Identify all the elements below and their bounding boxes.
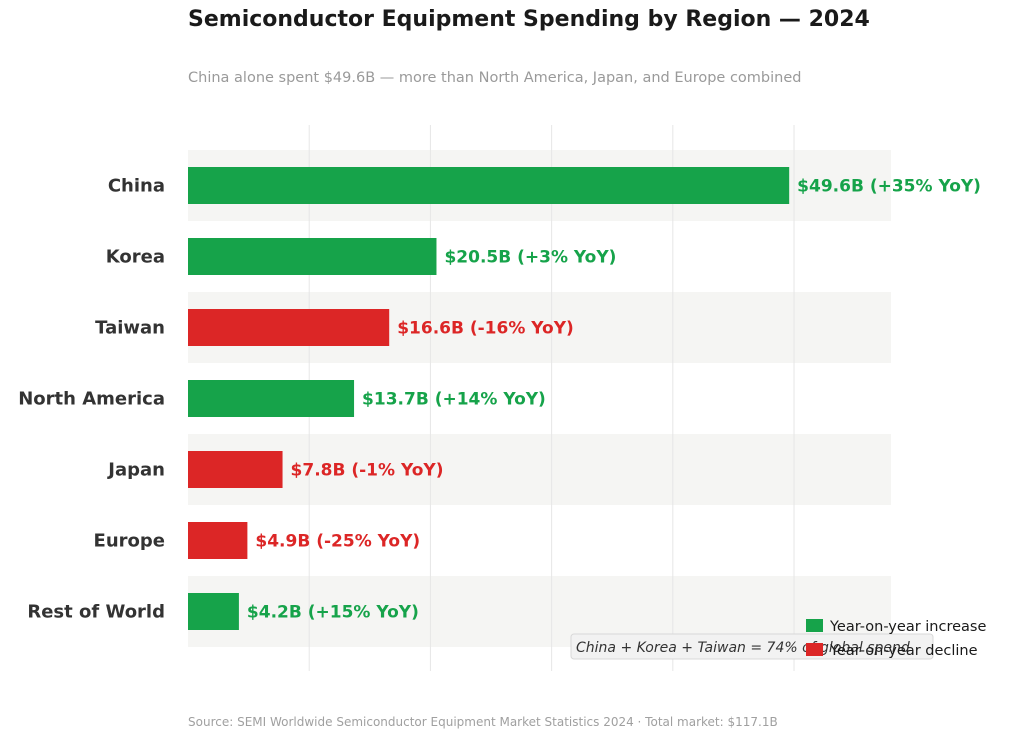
value-label: $20.5B (+3% YoY): [444, 248, 616, 268]
annotation-box: China + Korea + Taiwan = 74% of global s…: [570, 633, 934, 660]
bar-taiwan: [188, 309, 390, 346]
category-label: Rest of World: [27, 602, 165, 623]
legend-swatch: [806, 619, 823, 632]
legend-label: Year-on-year decline: [829, 643, 978, 659]
value-label: $4.2B (+15% YoY): [247, 603, 419, 623]
gridlines: [308, 125, 795, 671]
row-band: [188, 434, 891, 505]
chart-source: Source: SEMI Worldwide Semiconductor Equ…: [188, 715, 778, 729]
category-label: Korea: [106, 247, 165, 268]
value-label: $49.6B (+35% YoY): [797, 177, 981, 197]
legend-label: Year-on-year increase: [829, 619, 986, 635]
category-label: China: [108, 176, 165, 197]
bar-china: [188, 167, 790, 204]
value-label: $7.8B (-1% YoY): [291, 461, 444, 481]
category-label: Europe: [94, 531, 165, 552]
value-labels: $49.6B (+35% YoY) $20.5B (+3% YoY) $16.6B …: [247, 177, 981, 623]
chart-title: Semiconductor Equipment Spending by Regi…: [188, 7, 870, 32]
bar-rest-of-world: [188, 593, 239, 630]
bar-korea: [188, 238, 437, 275]
legend: Year-on-year increase Year-on-year declin…: [806, 619, 986, 659]
annotation-text: China + Korea + Taiwan = 74% of global s…: [576, 640, 910, 656]
category-labels: China Korea Taiwan North America Japan Europe…: [18, 176, 165, 623]
bars: [188, 167, 790, 630]
value-label: $13.7B (+14% YoY): [362, 390, 546, 410]
value-label: $16.6B (-16% YoY): [397, 319, 574, 339]
category-label: Taiwan: [95, 318, 165, 339]
category-label: Japan: [106, 460, 165, 481]
legend-swatch: [806, 643, 823, 656]
category-label: North America: [18, 389, 165, 410]
bar-japan: [188, 451, 283, 488]
bar-north-america: [188, 380, 355, 417]
value-label: $4.9B (-25% YoY): [255, 532, 420, 552]
chart-subtitle: China alone spent $49.6B — more than Nor…: [188, 70, 802, 86]
bar-europe: [188, 522, 248, 559]
